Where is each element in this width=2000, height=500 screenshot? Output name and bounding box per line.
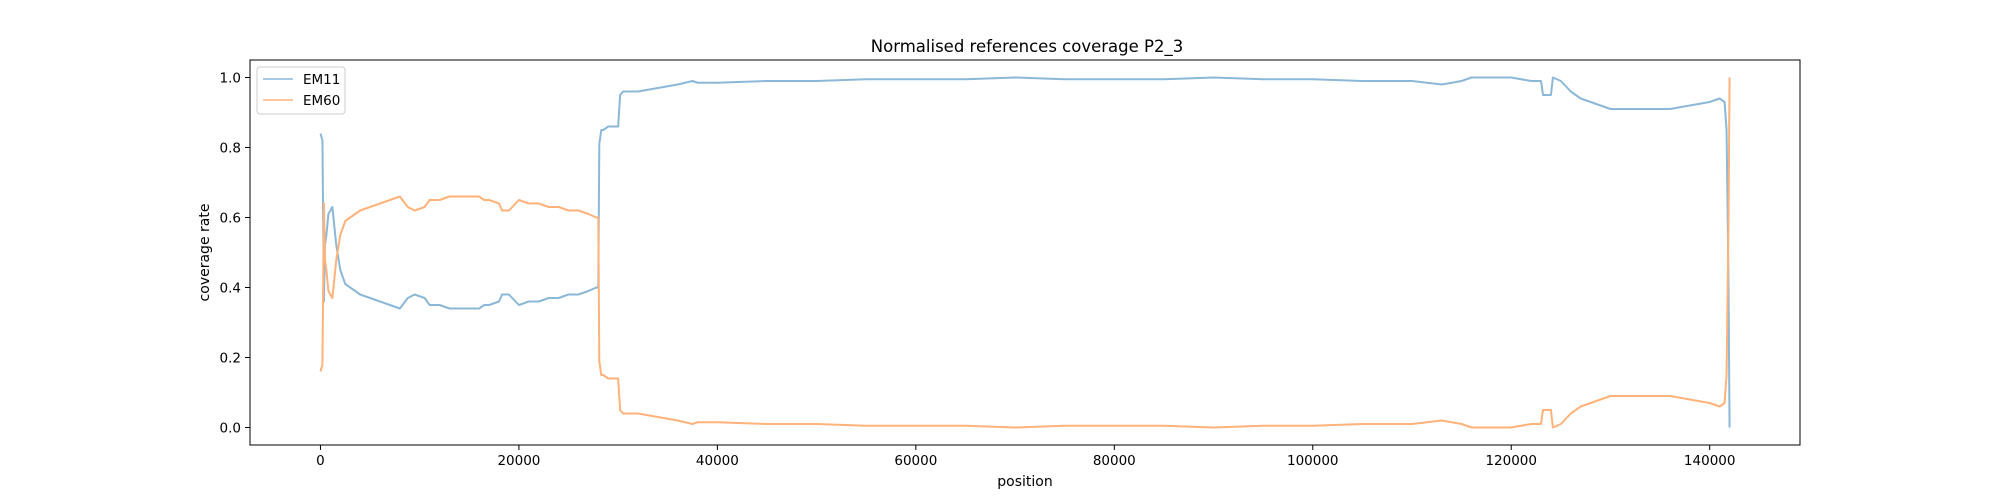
series-line-em11	[319, 76, 1731, 428]
x-tick-label: 140000	[1684, 453, 1736, 469]
x-axis-label: position	[997, 474, 1052, 490]
x-tick-label: 20000	[497, 453, 540, 469]
y-tick-label: 0.0	[220, 421, 241, 437]
plot-frame	[249, 59, 1801, 446]
chart-title: Normalised references coverage P2_3	[871, 37, 1183, 57]
y-tick-label: 0.2	[220, 351, 241, 367]
y-tick-label: 1.0	[220, 71, 241, 87]
series-line-em60	[319, 77, 1731, 429]
legend: EM11 EM60	[256, 66, 346, 115]
y-axis-label: coverage rate	[197, 204, 213, 302]
y-tick-label: 0.6	[220, 211, 241, 227]
series-layer	[319, 76, 1731, 429]
x-tick-label: 0	[316, 453, 325, 469]
legend-label-em60: EM60	[303, 93, 340, 109]
x-tick-label: 100000	[1287, 453, 1339, 469]
y-tick-label: 0.8	[220, 141, 241, 157]
x-tick-label: 40000	[696, 453, 739, 469]
x-tick-label: 80000	[1093, 453, 1136, 469]
y-tick-label: 0.4	[220, 281, 241, 297]
x-axis-ticks: 0 20000 40000 60000 80000 100000 120000 140000	[316, 445, 1735, 469]
legend-label-em11: EM11	[303, 72, 340, 88]
x-tick-label: 60000	[894, 453, 937, 469]
x-tick-label: 120000	[1485, 453, 1537, 469]
y-axis-ticks: 0.0 0.2 0.4 0.6 0.8 1.0	[220, 71, 250, 437]
